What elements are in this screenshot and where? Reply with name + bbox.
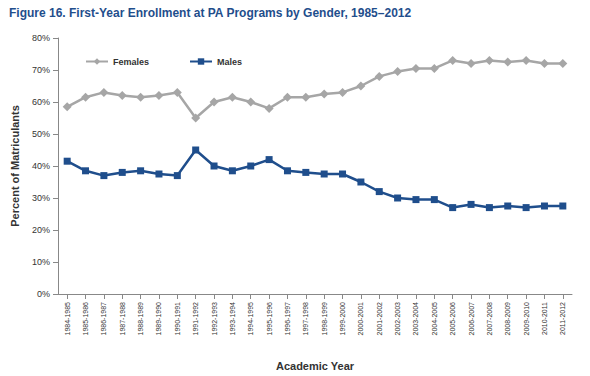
svg-text:1991-1992: 1991-1992 xyxy=(192,302,199,336)
svg-text:Males: Males xyxy=(217,57,242,67)
svg-text:2001-2002: 2001-2002 xyxy=(376,302,383,336)
svg-text:1998-1999: 1998-1999 xyxy=(321,302,328,336)
svg-text:1986-1987: 1986-1987 xyxy=(100,302,107,336)
svg-text:Percent of Matriculants: Percent of Matriculants xyxy=(9,105,21,227)
svg-text:1994-1995: 1994-1995 xyxy=(247,302,254,336)
svg-text:1988-1989: 1988-1989 xyxy=(137,302,144,336)
svg-text:2011-2012: 2011-2012 xyxy=(559,302,566,335)
svg-text:1992-1993: 1992-1993 xyxy=(211,302,218,336)
svg-text:0%: 0% xyxy=(37,289,50,299)
svg-text:2008-2009: 2008-2009 xyxy=(504,302,511,336)
svg-text:1997-1998: 1997-1998 xyxy=(302,302,309,336)
svg-text:1995-1996: 1995-1996 xyxy=(266,302,273,336)
svg-text:2000-2001: 2000-2001 xyxy=(357,302,364,336)
svg-text:Females: Females xyxy=(113,57,149,67)
svg-text:70%: 70% xyxy=(32,65,50,75)
svg-text:60%: 60% xyxy=(32,97,50,107)
svg-text:30%: 30% xyxy=(32,193,50,203)
svg-text:Academic Year: Academic Year xyxy=(276,360,355,372)
svg-text:Figure 16. First-Year Enrollme: Figure 16. First-Year Enrollment at PA P… xyxy=(9,6,411,20)
svg-text:2005-2006: 2005-2006 xyxy=(449,302,456,336)
svg-text:1984-1985: 1984-1985 xyxy=(64,302,71,336)
svg-text:10%: 10% xyxy=(32,257,50,267)
svg-text:40%: 40% xyxy=(32,161,50,171)
svg-text:1989-1990: 1989-1990 xyxy=(155,302,162,336)
svg-text:2006-2007: 2006-2007 xyxy=(468,302,475,336)
svg-text:1990-1991: 1990-1991 xyxy=(174,302,181,336)
svg-text:1985-1986: 1985-1986 xyxy=(82,302,89,336)
svg-text:80%: 80% xyxy=(32,33,50,43)
svg-text:1993-1994: 1993-1994 xyxy=(229,302,236,336)
svg-text:2004-2005: 2004-2005 xyxy=(431,302,438,336)
svg-text:1999-2000: 1999-2000 xyxy=(339,302,346,336)
svg-text:2003-2004: 2003-2004 xyxy=(412,302,419,336)
svg-text:50%: 50% xyxy=(32,129,50,139)
svg-text:1996-1997: 1996-1997 xyxy=(284,302,291,336)
svg-text:1987-1988: 1987-1988 xyxy=(119,302,126,336)
svg-text:2010-2011: 2010-2011 xyxy=(541,302,548,335)
svg-text:2007-2008: 2007-2008 xyxy=(486,302,493,336)
svg-text:20%: 20% xyxy=(32,225,50,235)
svg-text:2009-2010: 2009-2010 xyxy=(523,302,530,336)
svg-text:2002-2003: 2002-2003 xyxy=(394,302,401,336)
